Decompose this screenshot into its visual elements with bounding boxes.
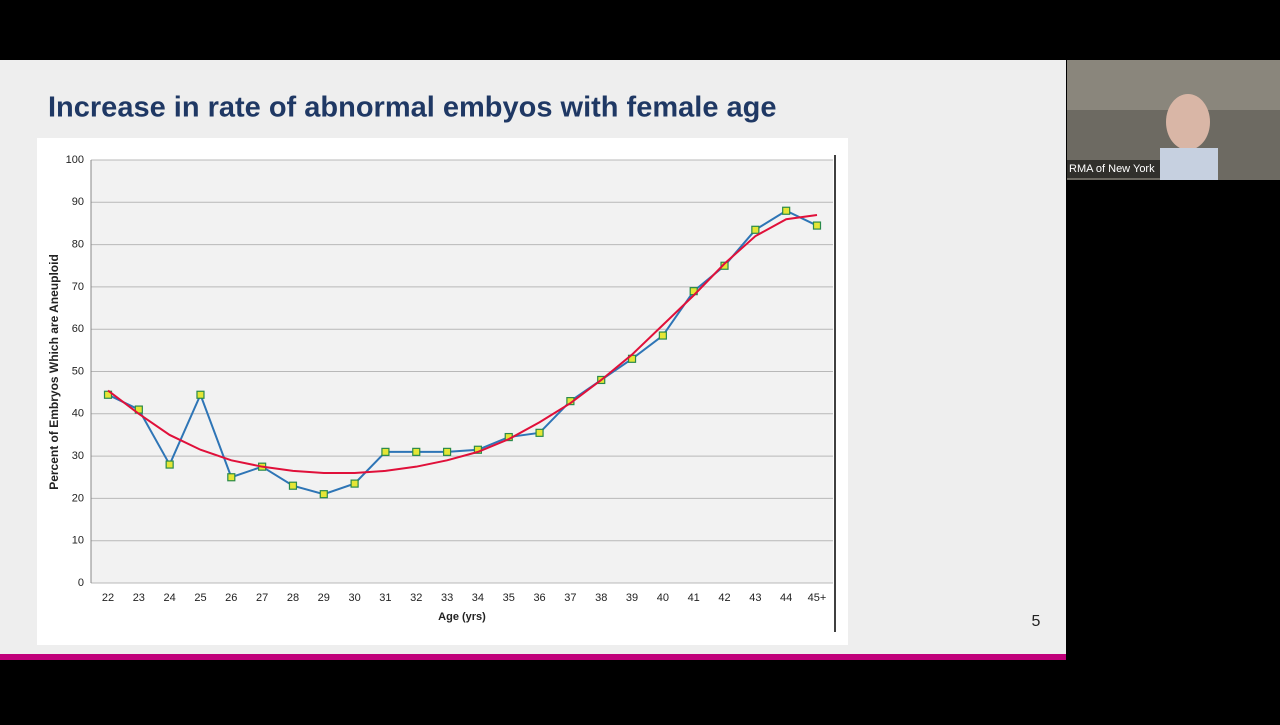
slide-accent-bar (0, 654, 1066, 660)
x-tick-label: 28 (287, 592, 299, 604)
point-marker (165, 460, 174, 469)
y-tick-label: 100 (66, 154, 84, 166)
x-tick-label: 29 (318, 592, 330, 604)
x-tick-label: 33 (441, 592, 453, 604)
point-marker (350, 479, 359, 488)
point-marker (812, 221, 822, 230)
y-tick-label: 10 (72, 535, 84, 547)
video-shirt (1160, 148, 1218, 180)
x-tick-label: 41 (688, 592, 700, 604)
x-tick-label: 27 (256, 592, 268, 604)
x-tick-label: 43 (749, 592, 761, 604)
x-tick-label: 25 (194, 592, 206, 604)
y-tick-label: 40 (72, 408, 84, 420)
x-tick-label: 40 (657, 592, 669, 604)
x-tick-label: 42 (718, 592, 730, 604)
x-tick-label: 34 (472, 592, 484, 604)
x-tick-label: 35 (503, 592, 515, 604)
y-axis-label: Percent of Embryos Which are Aneuploid (47, 254, 61, 490)
point-marker (782, 206, 791, 215)
x-tick-label: 36 (533, 592, 545, 604)
x-tick-label: 37 (564, 592, 576, 604)
y-tick-label: 30 (72, 450, 84, 462)
point-marker (535, 428, 544, 437)
x-tick-label: 32 (410, 592, 422, 604)
slide-title: Increase in rate of abnormal embyos with… (48, 92, 776, 124)
y-tick-label: 0 (78, 577, 84, 589)
point-marker (288, 481, 298, 490)
y-tick-label: 90 (72, 196, 84, 208)
point-marker (319, 490, 328, 499)
x-tick-label: 45+ (808, 592, 827, 604)
y-tick-label: 80 (72, 239, 84, 251)
y-tick-label: 70 (72, 281, 84, 293)
x-tick-label: 23 (133, 592, 145, 604)
point-marker (751, 225, 760, 234)
x-tick-label: 26 (225, 592, 237, 604)
x-tick-label: 31 (379, 592, 391, 604)
x-tick-label: 24 (164, 592, 176, 604)
point-marker (720, 261, 729, 270)
x-tick-label: 30 (348, 592, 360, 604)
series-line (107, 213, 818, 475)
x-tick-label: 39 (626, 592, 638, 604)
video-person (1166, 94, 1210, 150)
name-tag (1067, 160, 1160, 178)
point-marker (412, 447, 421, 456)
y-tick-label: 50 (72, 365, 84, 377)
x-tick-label: 44 (780, 592, 792, 604)
x-tick-label: 38 (595, 592, 607, 604)
point-marker (196, 390, 205, 399)
page-number: 5 (1032, 613, 1041, 630)
point-marker (227, 473, 236, 482)
x-tick-label: 22 (102, 592, 114, 604)
y-tick-label: 60 (72, 323, 84, 335)
x-axis-label: Age (yrs) (438, 611, 486, 623)
point-marker (658, 331, 667, 340)
point-marker (381, 447, 390, 456)
y-tick-label: 20 (72, 492, 84, 504)
series-line (107, 209, 818, 496)
point-marker (442, 447, 452, 456)
participant-name: RMA of New York (1069, 163, 1155, 175)
